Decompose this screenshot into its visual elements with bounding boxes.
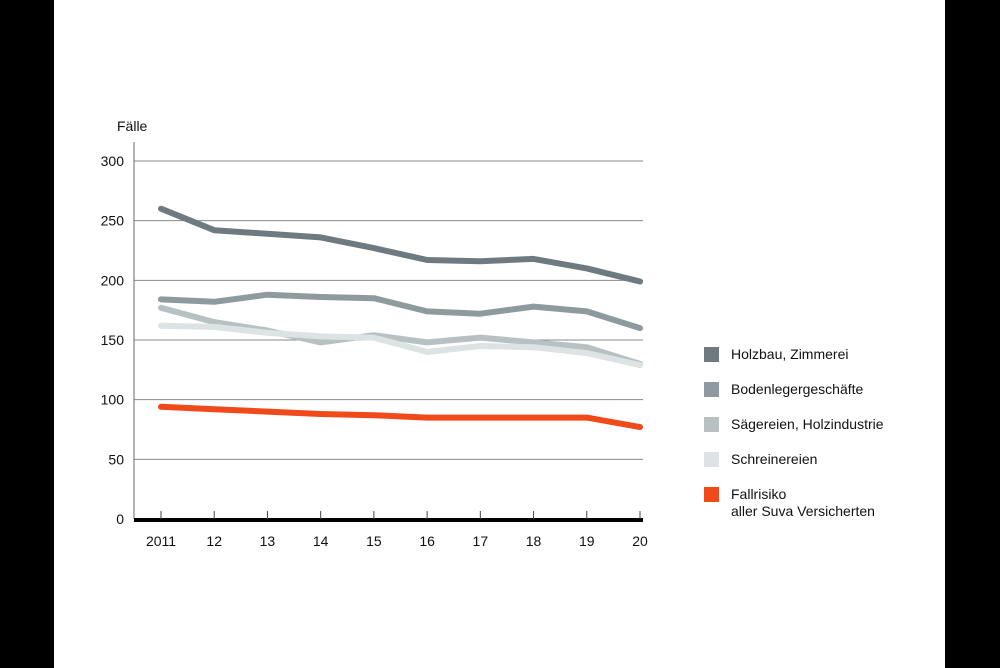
series-line-4 [158, 403, 643, 431]
series-lines [158, 205, 643, 431]
y-tick-label: 100 [101, 392, 125, 408]
y-tick-label: 0 [116, 511, 124, 527]
legend: Holzbau, Zimmerei Bodenlegergeschäfte Säge… [704, 346, 884, 538]
x-tick-label: 19 [579, 533, 595, 549]
y-tick-label: 250 [101, 213, 125, 229]
legend-item: Fallrisiko aller Suva Versicherten [704, 486, 884, 520]
x-tick-label: 16 [419, 533, 435, 549]
legend-label: Schreinereien [731, 451, 818, 467]
series-line-1 [158, 291, 643, 332]
series-line-0 [158, 205, 643, 285]
x-tick-label: 12 [206, 533, 222, 549]
y-tick-label: 200 [101, 272, 125, 288]
legend-label: Bodenlegergeschäfte [731, 381, 864, 397]
series-line-2 [158, 304, 643, 367]
series-line-3 [158, 322, 643, 369]
legend-swatch [704, 417, 719, 432]
y-tick-label: 150 [101, 332, 125, 348]
x-tick-label: 18 [526, 533, 542, 549]
legend-swatch [704, 452, 719, 467]
legend-label: Fallrisiko aller Suva Versicherten [731, 486, 875, 519]
x-tick-label: 20 [632, 533, 648, 549]
legend-swatch [704, 382, 719, 397]
legend-swatch [704, 487, 719, 502]
legend-swatch [704, 347, 719, 362]
legend-item: Sägereien, Holzindustrie [704, 416, 884, 433]
x-tick-label: 13 [260, 533, 276, 549]
y-tick-labels: 0 50 100 150 200 250 300 [101, 153, 125, 527]
y-axis-label: Fälle [117, 118, 148, 134]
x-tick-label: 2011 [146, 533, 176, 549]
y-tick-label: 300 [101, 153, 125, 169]
x-tick-label: 17 [473, 533, 489, 549]
legend-label: Sägereien, Holzindustrie [731, 416, 884, 432]
legend-label: Holzbau, Zimmerei [731, 346, 849, 362]
x-tick-label: 15 [366, 533, 382, 549]
line-chart: 0 50 100 150 200 250 300 Fälle 2011 12 13 14 15 16 1… [101, 118, 648, 549]
legend-item: Schreinereien [704, 451, 884, 468]
legend-item: Holzbau, Zimmerei [704, 346, 884, 363]
legend-item: Bodenlegergeschäfte [704, 381, 884, 398]
x-tick-label: 14 [313, 533, 329, 549]
x-ticks: 2011 12 13 14 15 16 17 18 19 20 [146, 511, 648, 549]
chart-page: 0 50 100 150 200 250 300 Fälle 2011 12 13 14 15 16 1… [54, 0, 945, 668]
y-tick-label: 50 [108, 451, 124, 467]
